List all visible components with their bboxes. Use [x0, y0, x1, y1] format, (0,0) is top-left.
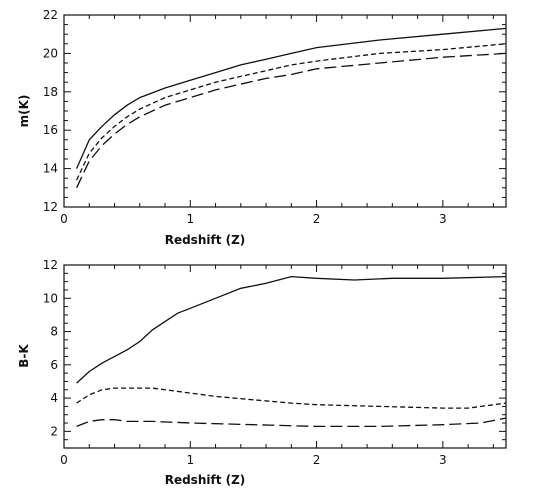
magnitude-chart-xlabel: Redshift (Z): [165, 233, 246, 247]
color-chart-series-solid-line: [76, 275, 507, 384]
color-chart-xtick-label: 0: [60, 453, 68, 467]
magnitude-chart-xtick-label: 3: [439, 212, 447, 226]
magnitude-chart-series-solid-line: [76, 27, 507, 169]
color-chart-series-dashed-line: [76, 387, 507, 409]
color-chart-ytick-label: 10: [43, 291, 58, 305]
magnitude-chart-series-long-dashed-line: [76, 52, 507, 189]
magnitude-chart-ytick-label: 12: [43, 200, 58, 214]
magnitude-chart-frame: [63, 14, 507, 208]
color-chart-series-long-dashed-line: [76, 417, 507, 428]
color-chart-ytick-label: 6: [50, 358, 58, 372]
color-chart-ytick-label: 8: [50, 325, 58, 339]
color-chart-xtick-label: 2: [313, 453, 321, 467]
magnitude-chart-ytick-label: 14: [43, 162, 58, 176]
color-chart-ytick-label: 12: [43, 258, 58, 272]
magnitude-chart-ytick-label: 16: [43, 123, 58, 137]
magnitude-chart-ytick-label: 20: [43, 46, 58, 60]
color-chart-ytick-label: 2: [50, 424, 58, 438]
color-chart-xlabel: Redshift (Z): [165, 473, 246, 487]
magnitude-chart-xtick-label: 0: [60, 212, 68, 226]
color-chart-xtick-label: 3: [439, 453, 447, 467]
color-chart-ylabel: B-K: [17, 344, 31, 368]
color-chart-ytick-label: 4: [50, 391, 58, 405]
magnitude-chart-ytick-label: 18: [43, 85, 58, 99]
magnitude-chart-xtick-label: 1: [186, 212, 194, 226]
magnitude-chart-ylabel: m(K): [17, 95, 31, 128]
magnitude-chart-series-dashed-line: [76, 43, 507, 181]
color-chart-frame: [63, 264, 507, 449]
magnitude-chart-xtick-label: 2: [313, 212, 321, 226]
color-chart-xtick-label: 1: [186, 453, 194, 467]
magnitude-chart-ytick-label: 22: [43, 8, 58, 22]
